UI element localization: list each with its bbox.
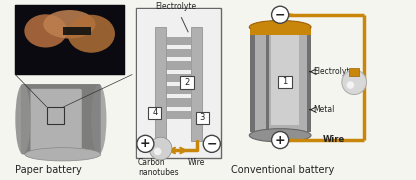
Bar: [166, 61, 191, 70]
Circle shape: [347, 81, 354, 89]
Bar: [166, 37, 191, 45]
Text: 4: 4: [152, 108, 158, 117]
Text: Paper battery: Paper battery: [15, 165, 82, 175]
Bar: [191, 27, 202, 141]
Text: −: −: [275, 8, 285, 21]
Bar: [166, 49, 191, 57]
Circle shape: [154, 148, 161, 155]
Circle shape: [137, 135, 154, 152]
Circle shape: [203, 135, 220, 152]
Text: Electrolyte: Electrolyte: [155, 2, 196, 11]
Bar: [255, 31, 266, 132]
Text: Carbon
nanotubes: Carbon nanotubes: [138, 158, 178, 177]
Ellipse shape: [25, 14, 67, 48]
Bar: [136, 8, 221, 158]
Ellipse shape: [25, 148, 101, 161]
Bar: [349, 68, 359, 76]
Circle shape: [342, 70, 366, 94]
FancyBboxPatch shape: [148, 107, 161, 119]
Circle shape: [149, 137, 172, 160]
Text: +: +: [140, 137, 151, 150]
Text: 2: 2: [184, 78, 190, 87]
Bar: [166, 111, 191, 119]
FancyBboxPatch shape: [30, 89, 82, 151]
Text: Electrolyte: Electrolyte: [313, 67, 354, 76]
Ellipse shape: [67, 15, 115, 53]
Ellipse shape: [249, 129, 311, 142]
Text: Conventional battery: Conventional battery: [231, 165, 334, 175]
Bar: [137, 9, 220, 157]
Bar: [166, 74, 191, 82]
Bar: [269, 31, 307, 132]
Circle shape: [272, 6, 289, 23]
Text: 3: 3: [200, 113, 205, 122]
FancyBboxPatch shape: [196, 112, 209, 124]
Ellipse shape: [91, 84, 106, 154]
Bar: [63, 27, 91, 35]
Text: 1: 1: [282, 77, 287, 86]
Bar: [166, 86, 191, 94]
Text: +: +: [275, 134, 285, 147]
FancyBboxPatch shape: [21, 84, 101, 154]
Text: Wire: Wire: [322, 135, 345, 144]
Bar: [47, 107, 64, 124]
Bar: [155, 27, 166, 141]
Ellipse shape: [43, 10, 96, 39]
Text: −: −: [207, 137, 217, 150]
Bar: [166, 98, 191, 107]
Text: Wire: Wire: [188, 158, 206, 167]
FancyBboxPatch shape: [278, 76, 292, 88]
FancyBboxPatch shape: [181, 76, 194, 89]
FancyBboxPatch shape: [15, 5, 124, 74]
Ellipse shape: [249, 21, 311, 34]
Bar: [250, 29, 312, 35]
Circle shape: [272, 132, 289, 149]
Bar: [250, 31, 312, 132]
Text: Metal: Metal: [313, 105, 335, 114]
Bar: [271, 34, 299, 125]
Ellipse shape: [15, 84, 30, 154]
